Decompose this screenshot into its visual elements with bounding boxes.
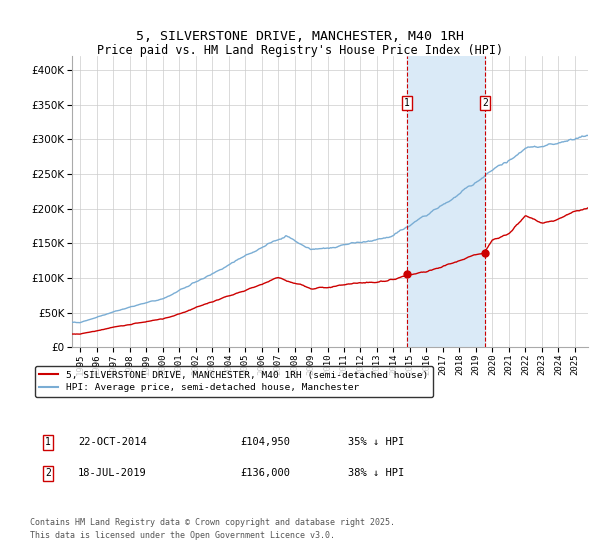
Text: 5, SILVERSTONE DRIVE, MANCHESTER, M40 1RH: 5, SILVERSTONE DRIVE, MANCHESTER, M40 1R… xyxy=(136,30,464,43)
Bar xyxy=(407,56,485,347)
Text: 2: 2 xyxy=(45,468,51,478)
Text: 1: 1 xyxy=(404,98,410,108)
Text: 38% ↓ HPI: 38% ↓ HPI xyxy=(348,468,404,478)
Text: 35% ↓ HPI: 35% ↓ HPI xyxy=(348,437,404,447)
Text: Price paid vs. HM Land Registry's House Price Index (HPI): Price paid vs. HM Land Registry's House … xyxy=(97,44,503,57)
Text: £104,950: £104,950 xyxy=(240,437,290,447)
Text: 22-OCT-2014: 22-OCT-2014 xyxy=(78,437,147,447)
Text: 18-JUL-2019: 18-JUL-2019 xyxy=(78,468,147,478)
Text: 1: 1 xyxy=(45,437,51,447)
Legend: 5, SILVERSTONE DRIVE, MANCHESTER, M40 1RH (semi-detached house), HPI: Average pr: 5, SILVERSTONE DRIVE, MANCHESTER, M40 1R… xyxy=(35,366,433,397)
Text: 2: 2 xyxy=(482,98,488,108)
Text: £136,000: £136,000 xyxy=(240,468,290,478)
Text: Contains HM Land Registry data © Crown copyright and database right 2025.
This d: Contains HM Land Registry data © Crown c… xyxy=(30,519,395,540)
